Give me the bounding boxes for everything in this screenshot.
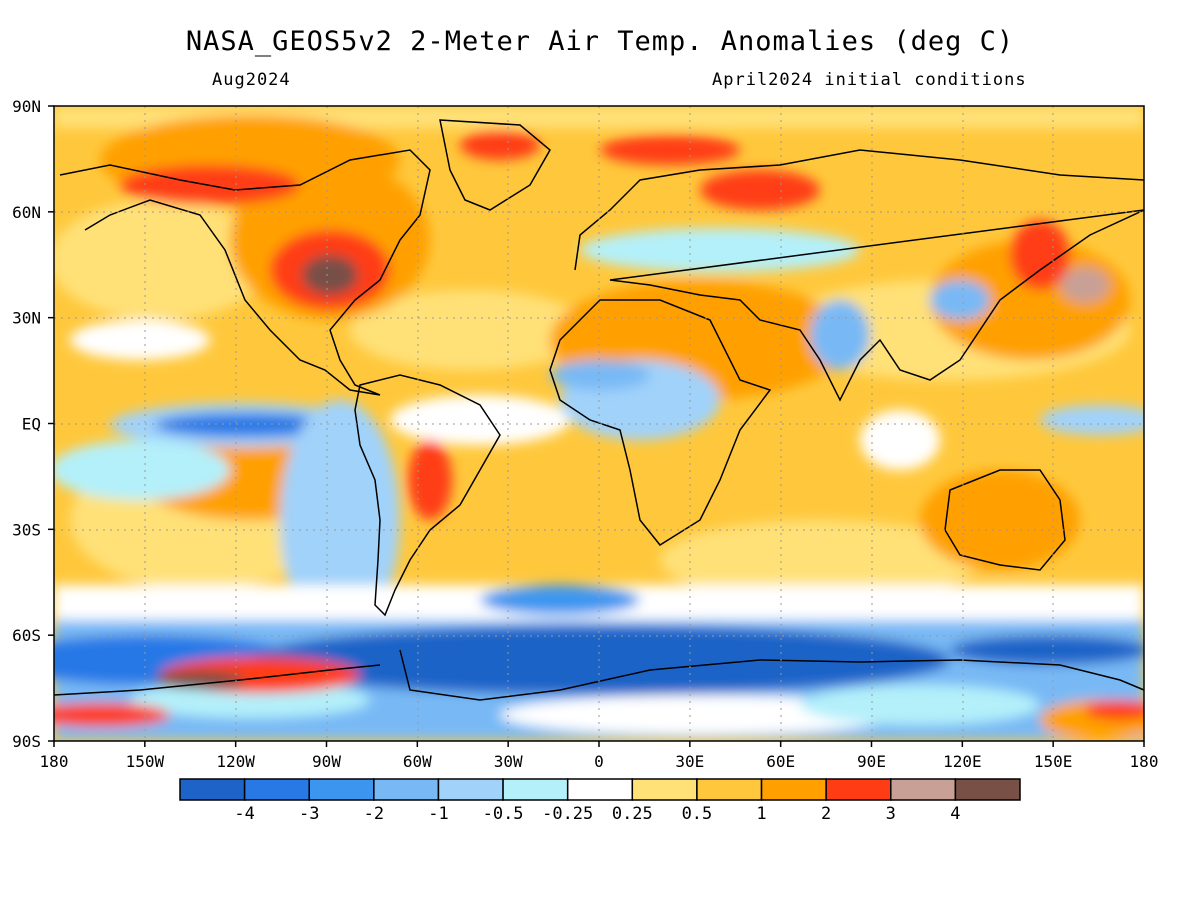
colorbar-label: -3: [299, 804, 319, 824]
anomaly-field: [54, 106, 1144, 741]
lat-tick-label: 30N: [12, 309, 41, 328]
lon-tick-label: 180: [1130, 752, 1159, 771]
colorbar-swatch: [825, 778, 892, 801]
colorbar-swatch: [631, 778, 698, 801]
graticule: [54, 106, 1144, 741]
colorbar-swatch: [760, 778, 827, 801]
north-america-coastline: [59, 149, 431, 396]
colorbar-swatch: [437, 778, 504, 801]
lat-tick-label: 90S: [12, 732, 41, 751]
colorbar-label: -1: [428, 804, 448, 824]
greenland-coastline: [439, 119, 551, 211]
lon-tick-label: 60E: [766, 752, 795, 771]
lon-tick-label: 30W: [494, 752, 523, 771]
colorbar-swatch: [954, 778, 1021, 801]
coastlines: [54, 119, 1144, 701]
colorbar-swatch: [308, 778, 375, 801]
lon-tick-label: 150E: [1034, 752, 1073, 771]
colorbar-swatch: [502, 778, 569, 801]
colorbar-label: 0.25: [612, 804, 653, 824]
lat-tick-label: EQ: [22, 415, 41, 434]
south-america-coastline: [354, 374, 501, 617]
colorbar-swatch: [373, 778, 440, 801]
lon-tick-label: 180: [40, 752, 69, 771]
lon-tick-label: 90W: [312, 752, 341, 771]
africa-coastline: [549, 299, 772, 546]
lat-tick-label: 60N: [12, 203, 41, 222]
lon-tick-label: 90E: [857, 752, 886, 771]
map-title: NASA_GEOS5v2 2-Meter Air Temp. Anomalies…: [185, 26, 1015, 57]
lon-tick-label: 30E: [675, 752, 704, 771]
colorbar-swatch: [243, 778, 310, 801]
lon-tick-label: 60W: [403, 752, 432, 771]
colorbar-label: -0.5: [483, 804, 524, 824]
lat-tick-labels: 90N 60N 30N EQ 30S 60S 90S: [12, 97, 54, 751]
lon-tick-label: 0: [594, 752, 604, 771]
colorbar-label: -4: [234, 804, 254, 824]
antarctica-coastline: [54, 649, 1144, 701]
colorbar-label: -2: [364, 804, 384, 824]
colorbar-swatch: [696, 778, 763, 801]
colorbar-swatch: [566, 778, 634, 801]
colorbar-label: 4: [950, 804, 960, 824]
lat-tick-label: 90N: [12, 97, 41, 116]
colorbar-label: 0.5: [682, 804, 713, 824]
colorbar-label: 1: [756, 804, 766, 824]
lon-tick-labels: 180 150W 120W 90W 60W 30W 0 30E 60E 90E 120E 150E 18…: [40, 741, 1159, 771]
forecast-month: Aug2024: [212, 70, 291, 90]
colorbar-swatch: [890, 778, 957, 801]
colorbar-label: 2: [821, 804, 831, 824]
lon-tick-label: 120E: [943, 752, 982, 771]
colorbar-swatch: [179, 778, 246, 801]
colorbar-label: -0.25: [542, 804, 593, 824]
colorbar: -4 -3 -2 -1 -0.5 -0.25 0.25 0.5 1 2 3 4: [179, 778, 1021, 824]
lat-tick-label: 60S: [12, 626, 41, 645]
lon-tick-label: 150W: [126, 752, 165, 771]
lon-tick-label: 120W: [216, 752, 255, 771]
lat-tick-label: 30S: [12, 520, 41, 539]
colorbar-label: 3: [886, 804, 896, 824]
initial-conditions-label: April2024 initial conditions: [712, 70, 1027, 90]
eurasia-coastline: [574, 149, 1144, 402]
